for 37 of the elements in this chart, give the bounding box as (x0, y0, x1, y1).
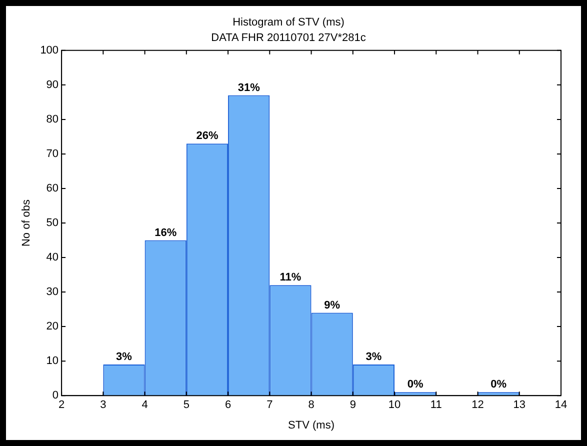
x-tick-label: 12 (472, 399, 484, 412)
annotation: 3% (116, 351, 132, 364)
y-tick-label: 80 (46, 113, 59, 126)
x-tick-label: 6 (224, 399, 232, 412)
y-tick-label: 100 (40, 44, 59, 56)
x-tick-label: 3 (100, 399, 106, 412)
chart-subtitle: DATA FHR 20110701 27V*281c (211, 32, 366, 44)
annotation: 16% (154, 226, 177, 239)
annotation: 11% (280, 272, 302, 284)
x-tick-label: 14 (554, 399, 568, 412)
x-tick-label: 8 (308, 399, 314, 412)
y-tick-label: 30 (46, 286, 59, 298)
x-tick-label: 13 (513, 399, 526, 412)
annotation: 26% (196, 130, 218, 142)
x-tick-label: 5 (183, 399, 190, 412)
annotation: 0% (490, 378, 507, 391)
y-tick-label: 20 (46, 320, 59, 333)
y-tick-label: 70 (46, 148, 59, 160)
x-axis-title: STV (ms) (288, 419, 335, 432)
x-tick-label: 4 (142, 399, 148, 412)
annotation: 9% (324, 299, 340, 312)
y-tick-label: 40 (46, 252, 59, 264)
y-tick-label: 50 (46, 217, 59, 230)
chart-title: Histogram of STV (ms) (232, 16, 344, 29)
y-tick-label: 60 (46, 182, 59, 195)
annotation: 31% (238, 82, 260, 94)
y-axis-title: No of obs (20, 198, 33, 247)
x-tick-label: 9 (350, 399, 356, 412)
y-tick-label: 0 (52, 390, 59, 402)
y-tick-label: 10 (46, 355, 59, 368)
x-tick-label: 2 (58, 399, 65, 412)
annotation: 0% (407, 378, 424, 391)
x-tick-label: 10 (388, 399, 401, 412)
y-tick-label: 90 (46, 78, 59, 91)
x-tick-label: 7 (266, 399, 273, 412)
x-tick-label: 11 (430, 399, 442, 412)
annotation: 3% (366, 351, 382, 364)
